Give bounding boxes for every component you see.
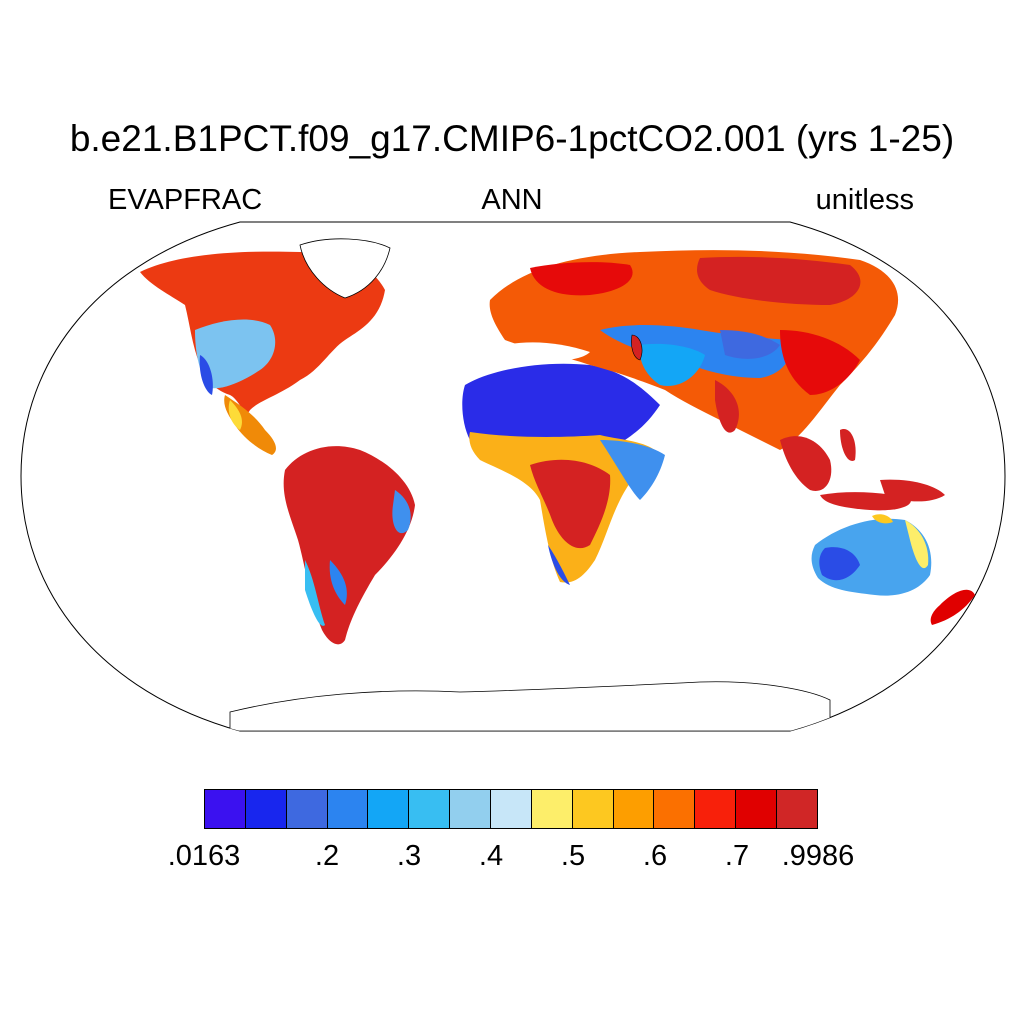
colorbar-swatch [491, 790, 532, 828]
colorbar-swatch [736, 790, 778, 828]
colorbar-tick-label: .6 [642, 840, 668, 872]
colorbar-swatch [245, 790, 287, 828]
colorbar-tick-label: .5 [560, 840, 586, 872]
colorbar-tick-label: .4 [478, 840, 504, 872]
region-africa [462, 363, 665, 585]
colorbar-swatch [531, 790, 573, 828]
colorbar-swatch [695, 790, 737, 828]
region-greenland [299, 238, 391, 299]
colorbar-tick-label: .2 [314, 840, 340, 872]
colorbar-swatch [572, 790, 614, 828]
colorbar-swatch [777, 790, 817, 828]
colorbar-swatch [368, 790, 410, 828]
chart-title: b.e21.B1PCT.f09_g17.CMIP6-1pctCO2.001 (y… [69, 118, 955, 159]
colorbar-swatch [327, 790, 369, 828]
region-eurasia [489, 250, 899, 450]
region-new-zealand [930, 589, 975, 625]
region-south-america [283, 446, 415, 645]
region-southeast-asia [780, 429, 945, 511]
variable-label: EVAPFRAC [108, 184, 263, 216]
region-north-america [140, 251, 385, 455]
region-australia [811, 514, 932, 596]
colorbar-swatch [409, 790, 451, 828]
region-mediterranean [504, 342, 590, 362]
colorbar-tick-label: .0163 [167, 840, 241, 872]
colorbar-swatch [450, 790, 492, 828]
colorbar-swatch [286, 790, 328, 828]
colorbar-tick-label: .9986 [781, 840, 855, 872]
season-label: ANN [481, 184, 543, 216]
units-label: unitless [815, 184, 914, 216]
colorbar-tick-label: .3 [396, 840, 422, 872]
colorbar-swatch [654, 790, 696, 828]
colorbar-swatch [205, 790, 246, 828]
colorbar [204, 789, 818, 829]
region-caspian [631, 334, 643, 361]
colorbar-swatch [613, 790, 655, 828]
colorbar-tick-label: .7 [724, 840, 750, 872]
region-antarctica [229, 681, 831, 731]
